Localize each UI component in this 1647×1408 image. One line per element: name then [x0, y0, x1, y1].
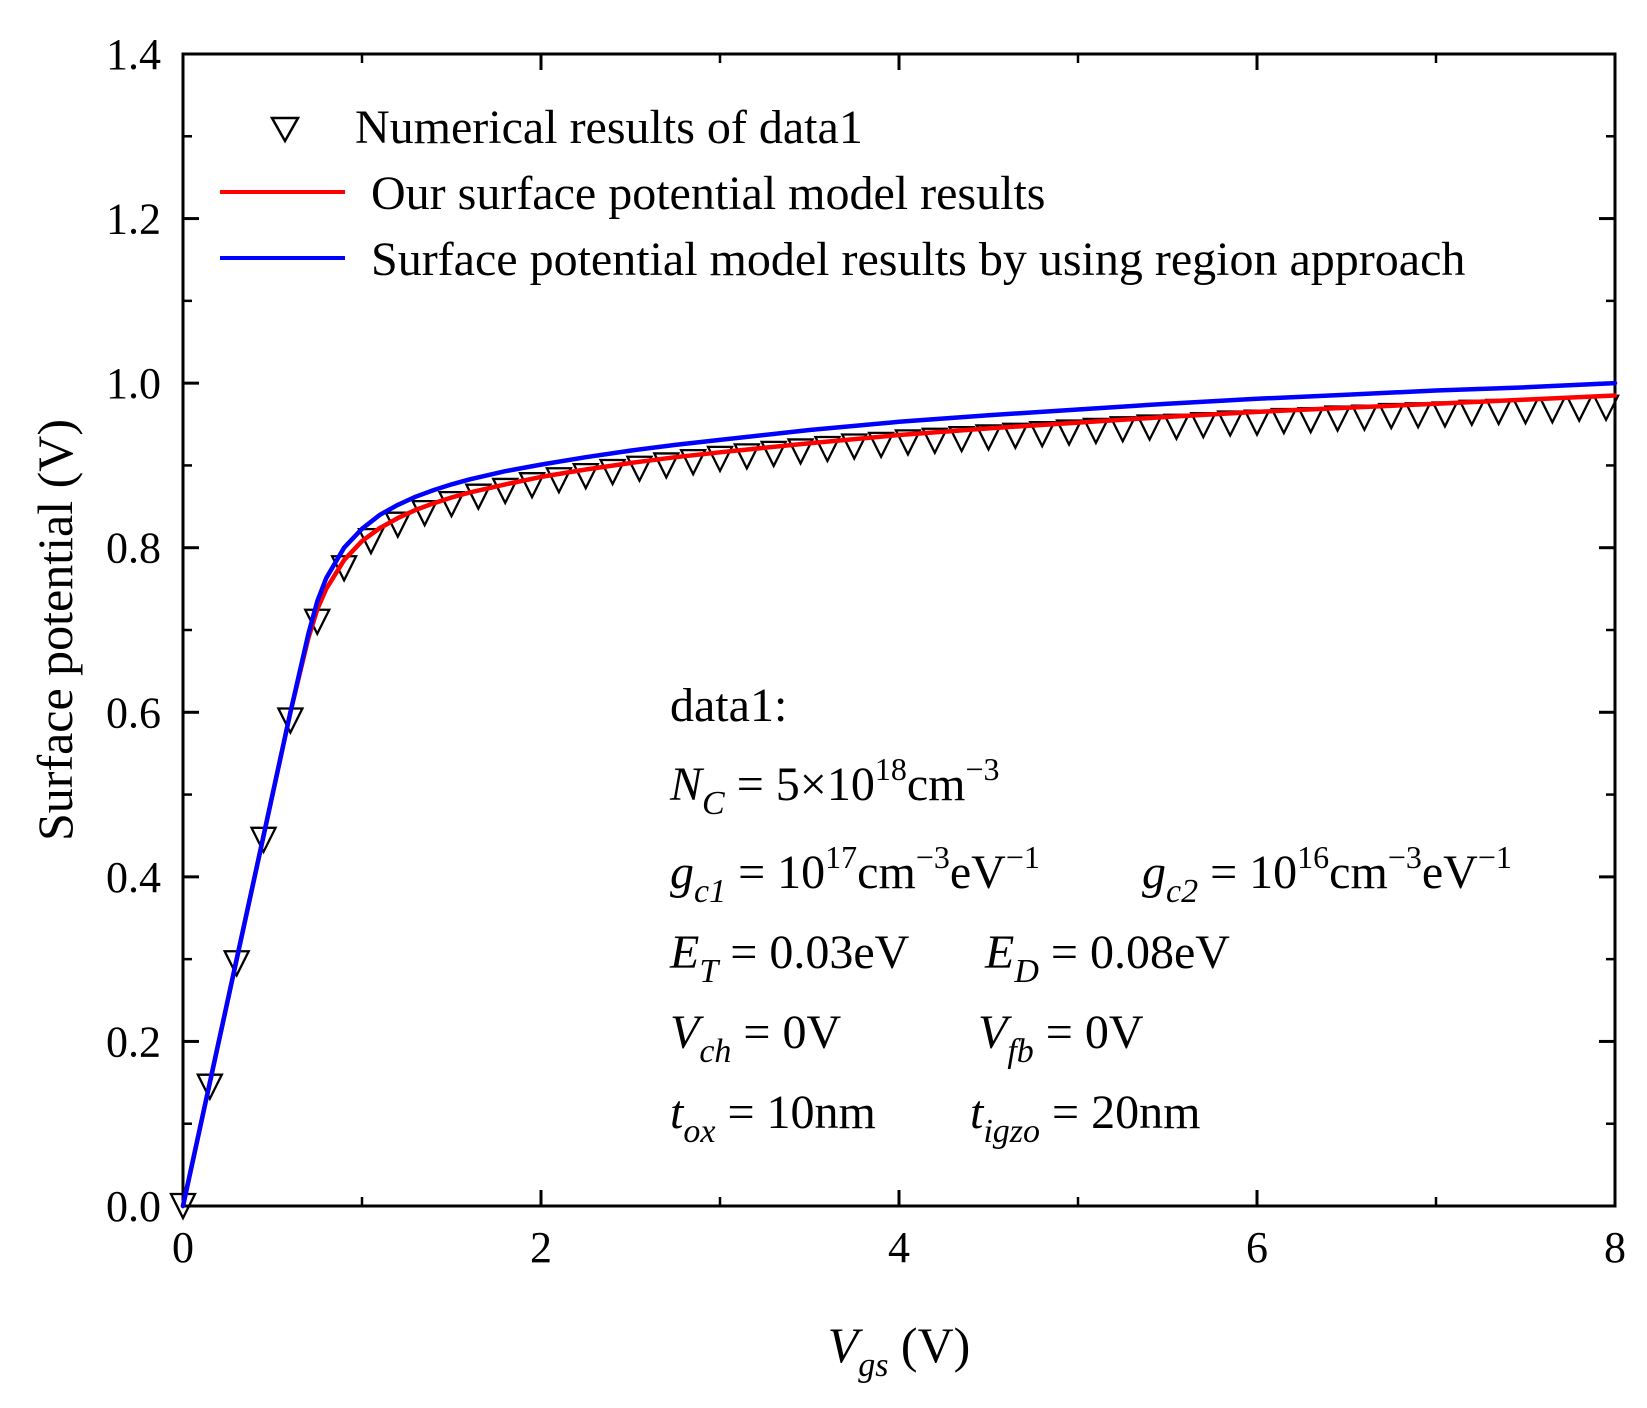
numerical-point [410, 500, 439, 528]
numerical-point [1028, 421, 1057, 449]
y-tick-label: 1.0 [106, 359, 161, 408]
numerical-point [1108, 416, 1137, 444]
numerical-point [1431, 401, 1459, 429]
numerical-point [813, 435, 842, 464]
y-tick-label: 0.4 [106, 853, 161, 902]
numerical-point [464, 483, 493, 512]
y-axis-ticks: 0.0 0.2 0.4 0.6 0.8 1.0 1.2 1.4 [106, 30, 1615, 1231]
annotation-gc2: gc2 = 1016cm−3eV−1 [1142, 839, 1512, 910]
legend-marker-numerical [269, 116, 301, 144]
annotation-ed: ED = 0.08eV [984, 926, 1230, 990]
y-tick-label: 0.8 [106, 524, 161, 573]
annotation-nc: NC = 5×1018cm−3 [669, 751, 1000, 822]
x-axis-ticks: 0 2 4 6 8 [172, 54, 1626, 1272]
numerical-point [625, 455, 654, 484]
parameter-annotation: data1: NC = 5×1018cm−3 gc1 = 1017cm−3eV−… [669, 679, 1512, 1150]
numerical-point [840, 433, 869, 462]
numerical-point [894, 429, 922, 457]
series-layer [169, 380, 1620, 1221]
x-tick-label: 8 [1604, 1223, 1626, 1272]
annotation-vch: Vch = 0V [670, 1006, 841, 1070]
x-tick-label: 4 [888, 1223, 910, 1272]
numerical-point [947, 425, 976, 454]
x-tick-label: 0 [172, 1223, 194, 1272]
legend-label-numerical: Numerical results of data1 [355, 101, 863, 154]
annotation-et: ET = 0.03eV [669, 926, 910, 990]
numerical-point [518, 472, 546, 500]
y-tick-label: 0.6 [106, 688, 161, 737]
numerical-point [437, 490, 466, 519]
numerical-point [545, 467, 573, 495]
numerical-point [1484, 398, 1513, 427]
numerical-point [1082, 417, 1110, 446]
numerical-point [1135, 414, 1164, 443]
y-tick-label: 0.0 [106, 1182, 161, 1231]
x-tick-label: 6 [1246, 1223, 1268, 1272]
plot-frame [181, 52, 1617, 1208]
numerical-point [786, 438, 815, 467]
numerical-point [732, 443, 761, 471]
annotation-tigzo: tigzo = 20nm [970, 1086, 1200, 1150]
numerical-point [1538, 397, 1567, 425]
numerical-point [1565, 395, 1594, 424]
y-tick-label: 0.2 [106, 1017, 161, 1066]
numerical-point [867, 431, 895, 460]
numerical-point [383, 511, 412, 540]
annotation-gc1: gc1 = 1017cm−3eV−1 [670, 839, 1040, 910]
numerical-point [679, 448, 708, 477]
y-tick-label: 1.2 [106, 195, 161, 244]
numerical-point [491, 477, 520, 506]
numerical-point [706, 445, 734, 474]
our-model-line [180, 393, 1618, 1209]
legend-label-region: Surface potential model results by using… [371, 233, 1465, 286]
numerical-point [1001, 422, 1030, 451]
numerical-point [920, 427, 949, 456]
numerical-point [974, 424, 1003, 453]
annotation-vfb: Vfb = 0V [978, 1006, 1144, 1070]
y-axis-title: Surface potential (V) [27, 419, 83, 841]
numerical-point [759, 440, 788, 469]
legend: Numerical results of data1 Our surface p… [220, 101, 1465, 286]
numerical-point [598, 458, 627, 487]
y-tick-label: 1.4 [106, 30, 161, 79]
x-axis-title: Vgs (V) [828, 1317, 971, 1384]
annotation-tox: tox = 10nm [670, 1086, 876, 1150]
numerical-point [1511, 397, 1540, 426]
annotation-heading: data1: [670, 679, 787, 732]
numerical-point [169, 1192, 197, 1221]
x-tick-label: 2 [530, 1223, 552, 1272]
region-approach-line [180, 380, 1618, 1209]
legend-label-ours: Our surface potential model results [371, 167, 1045, 220]
numerical-point [571, 462, 600, 491]
numerical-point [652, 452, 681, 481]
numerical-point [1055, 419, 1083, 448]
